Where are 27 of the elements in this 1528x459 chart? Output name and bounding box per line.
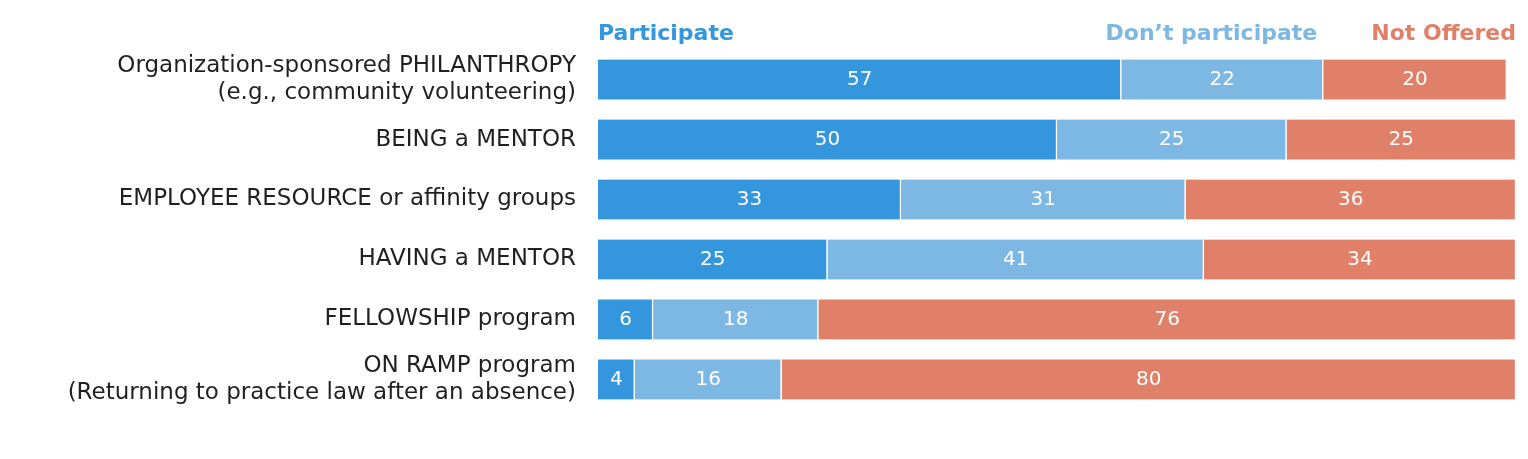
series-label: Don’t participate (1105, 19, 1318, 45)
series-label: Not Offered (1371, 19, 1516, 45)
y-tick-label: HAVING a MENTOR (358, 244, 577, 271)
series-label: Participate (598, 19, 734, 45)
data-label: 33 (736, 185, 763, 210)
y-tick-label: BEING a MENTOR (375, 124, 577, 151)
data-label: 36 (1338, 185, 1364, 210)
data-label: 25 (700, 245, 726, 270)
data-label: 4 (609, 365, 623, 390)
data-label: 41 (1002, 245, 1029, 270)
y-tick-label: FELLOWSHIP program (324, 304, 576, 331)
data-label: 18 (722, 305, 749, 330)
data-label: 22 (1209, 65, 1235, 90)
data-label: 80 (1136, 365, 1162, 390)
data-label: 6 (619, 305, 632, 330)
data-label: 25 (1159, 125, 1185, 150)
data-label: 34 (1347, 245, 1373, 270)
data-label: 31 (1030, 185, 1056, 210)
y-tick-label: Organization-sponsored PHILANTHROPY (e.g., community volunteering) (117, 50, 577, 105)
y-tick-label: ON RAMP program (Returning to practice law after an absence) (67, 350, 576, 405)
data-label: 25 (1388, 125, 1414, 150)
y-tick-label: EMPLOYEE RESOURCE or affinity groups (118, 184, 576, 211)
data-label: 76 (1154, 305, 1180, 330)
data-label: 16 (695, 365, 721, 390)
data-label: 50 (814, 125, 841, 150)
data-label: 20 (1402, 65, 1428, 90)
data-label: 57 (846, 65, 873, 90)
